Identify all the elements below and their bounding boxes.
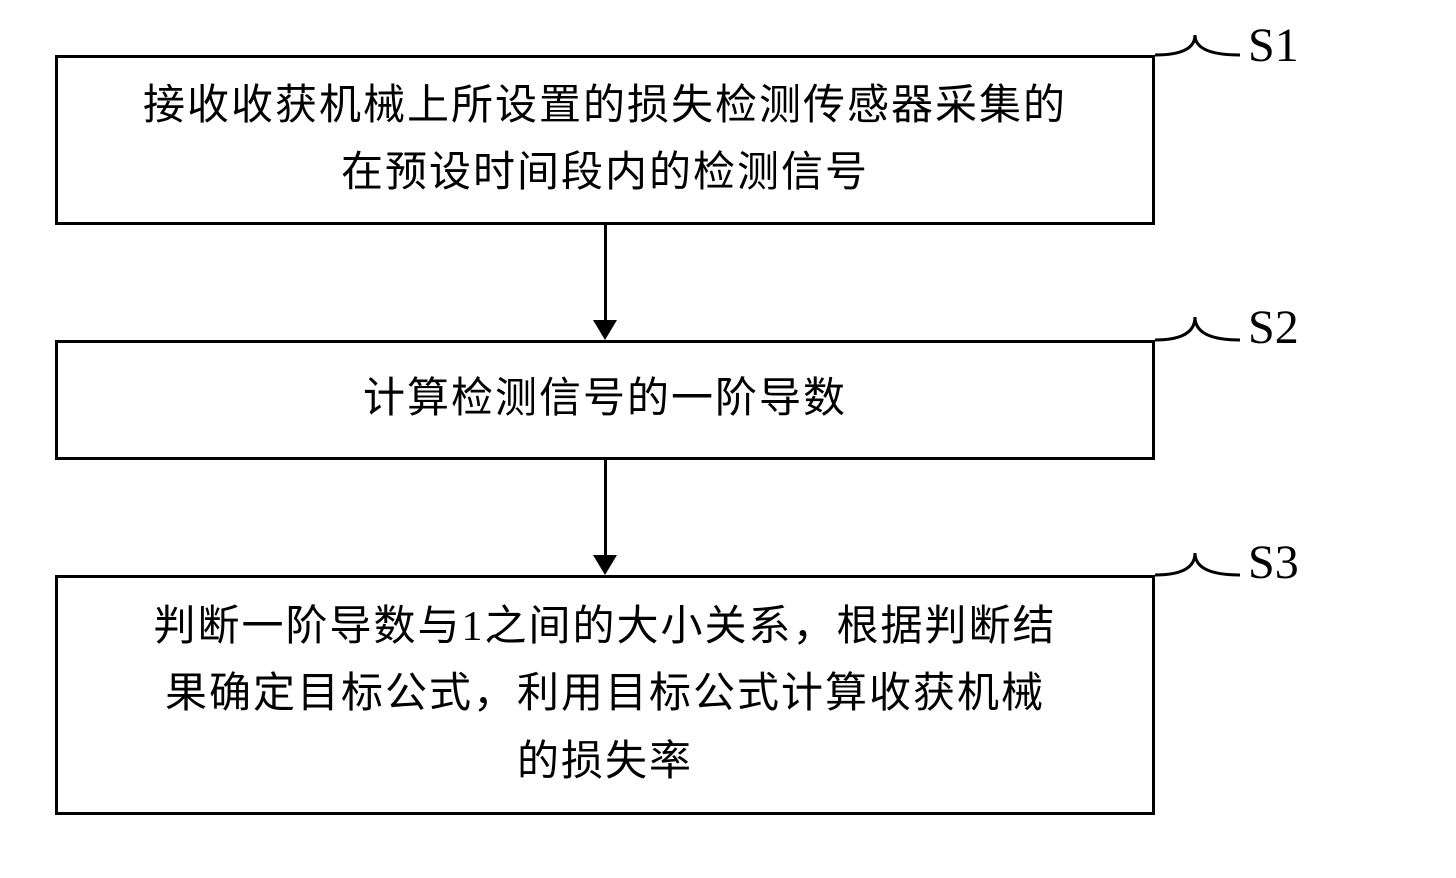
step-s3-line2: 果确定目标公式，利用目标公式计算收获机械	[165, 671, 1045, 717]
arrow-line	[604, 225, 607, 320]
step-label-s3: S3	[1248, 535, 1299, 590]
step-s1-line2: 在预设时间段内的检测信号	[341, 150, 869, 196]
step-text-s2: 计算检测信号的一阶导数	[363, 366, 847, 433]
step-label-s2: S2	[1248, 300, 1299, 355]
arrow-line	[604, 460, 607, 555]
step-s2-line1: 计算检测信号的一阶导数	[363, 376, 847, 422]
step-box-s3: 判断一阶导数与1之间的大小关系，根据判断结 果确定目标公式，利用目标公式计算收获…	[55, 575, 1155, 815]
arrow-head-icon	[593, 320, 617, 340]
flowchart-container: 接收收获机械上所设置的损失检测传感器采集的 在预设时间段内的检测信号 S1 计算…	[0, 0, 1456, 878]
connector-bracket-s1	[1155, 30, 1245, 90]
step-text-s1: 接收收获机械上所设置的损失检测传感器采集的 在预设时间段内的检测信号	[143, 73, 1067, 207]
arrow-s1-s2	[593, 225, 617, 340]
connector-bracket-s2	[1155, 312, 1245, 372]
step-s3-line3: 的损失率	[517, 739, 693, 785]
step-s1-line1: 接收收获机械上所设置的损失检测传感器采集的	[143, 83, 1067, 129]
connector-bracket-s3	[1155, 548, 1245, 608]
step-s3-line1: 判断一阶导数与1之间的大小关系，根据判断结	[153, 604, 1056, 650]
step-box-s2: 计算检测信号的一阶导数	[55, 340, 1155, 460]
step-box-s1: 接收收获机械上所设置的损失检测传感器采集的 在预设时间段内的检测信号	[55, 55, 1155, 225]
arrow-s2-s3	[593, 460, 617, 575]
step-text-s3: 判断一阶导数与1之间的大小关系，根据判断结 果确定目标公式，利用目标公式计算收获…	[153, 594, 1056, 796]
arrow-head-icon	[593, 555, 617, 575]
step-label-s1: S1	[1248, 18, 1299, 73]
